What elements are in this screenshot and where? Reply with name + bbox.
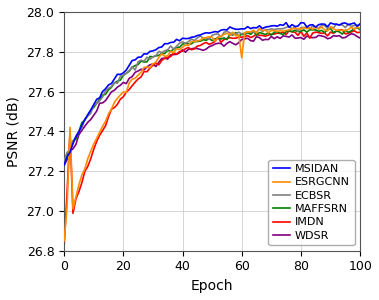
MSIDAN: [240, 27, 244, 31]
Legend: MSIDAN, ESRGCNN, ECBSR, MAFFSRN, IMDN, WDSR: MSIDAN, ESRGCNN, ECBSR, MAFFSRN, IMDN, W…: [268, 160, 355, 245]
Line: ESRGCNN: ESRGCNN: [64, 27, 360, 241]
ESRGCNN: [62, 239, 66, 243]
WDSR: [349, 32, 354, 35]
Line: WDSR: WDSR: [64, 34, 360, 165]
IMDN: [240, 35, 244, 39]
ESRGCNN: [240, 56, 244, 59]
ECBSR: [358, 23, 362, 27]
ECBSR: [240, 32, 244, 36]
WDSR: [240, 38, 244, 41]
MSIDAN: [287, 26, 291, 29]
MAFFSRN: [355, 26, 359, 29]
Y-axis label: PSNR (dB): PSNR (dB): [7, 96, 21, 167]
MAFFSRN: [240, 32, 244, 36]
WDSR: [358, 36, 362, 40]
WDSR: [198, 48, 202, 51]
ESRGCNN: [313, 25, 318, 28]
ESRGCNN: [198, 38, 202, 42]
ESRGCNN: [136, 74, 140, 77]
MSIDAN: [358, 22, 362, 26]
ECBSR: [284, 26, 288, 29]
MAFFSRN: [284, 30, 288, 33]
X-axis label: Epoch: Epoch: [191, 279, 233, 293]
WDSR: [284, 34, 288, 38]
ECBSR: [136, 60, 140, 64]
ECBSR: [62, 159, 66, 163]
ECBSR: [334, 22, 339, 26]
Line: ECBSR: ECBSR: [64, 24, 360, 161]
IMDN: [269, 32, 274, 36]
MSIDAN: [269, 24, 274, 28]
MSIDAN: [136, 56, 140, 59]
MAFFSRN: [358, 28, 362, 31]
ECBSR: [269, 27, 274, 31]
Line: MAFFSRN: MAFFSRN: [64, 28, 360, 161]
MAFFSRN: [83, 118, 87, 122]
ECBSR: [198, 34, 202, 38]
MSIDAN: [83, 118, 87, 122]
ESRGCNN: [358, 27, 362, 30]
IMDN: [83, 169, 87, 173]
IMDN: [62, 245, 66, 249]
MAFFSRN: [136, 63, 140, 66]
MSIDAN: [284, 21, 288, 25]
MSIDAN: [62, 164, 66, 167]
WDSR: [269, 35, 274, 38]
IMDN: [284, 33, 288, 36]
ESRGCNN: [83, 167, 87, 171]
IMDN: [358, 30, 362, 34]
IMDN: [136, 77, 140, 81]
IMDN: [337, 28, 342, 32]
WDSR: [83, 124, 87, 128]
WDSR: [136, 69, 140, 73]
Line: MSIDAN: MSIDAN: [64, 23, 360, 165]
MAFFSRN: [62, 159, 66, 163]
Line: IMDN: IMDN: [64, 30, 360, 247]
ESRGCNN: [269, 28, 274, 32]
IMDN: [198, 44, 202, 47]
MSIDAN: [198, 33, 202, 37]
WDSR: [62, 164, 66, 167]
MAFFSRN: [198, 39, 202, 43]
ECBSR: [83, 117, 87, 121]
ESRGCNN: [284, 28, 288, 32]
MAFFSRN: [269, 33, 274, 37]
